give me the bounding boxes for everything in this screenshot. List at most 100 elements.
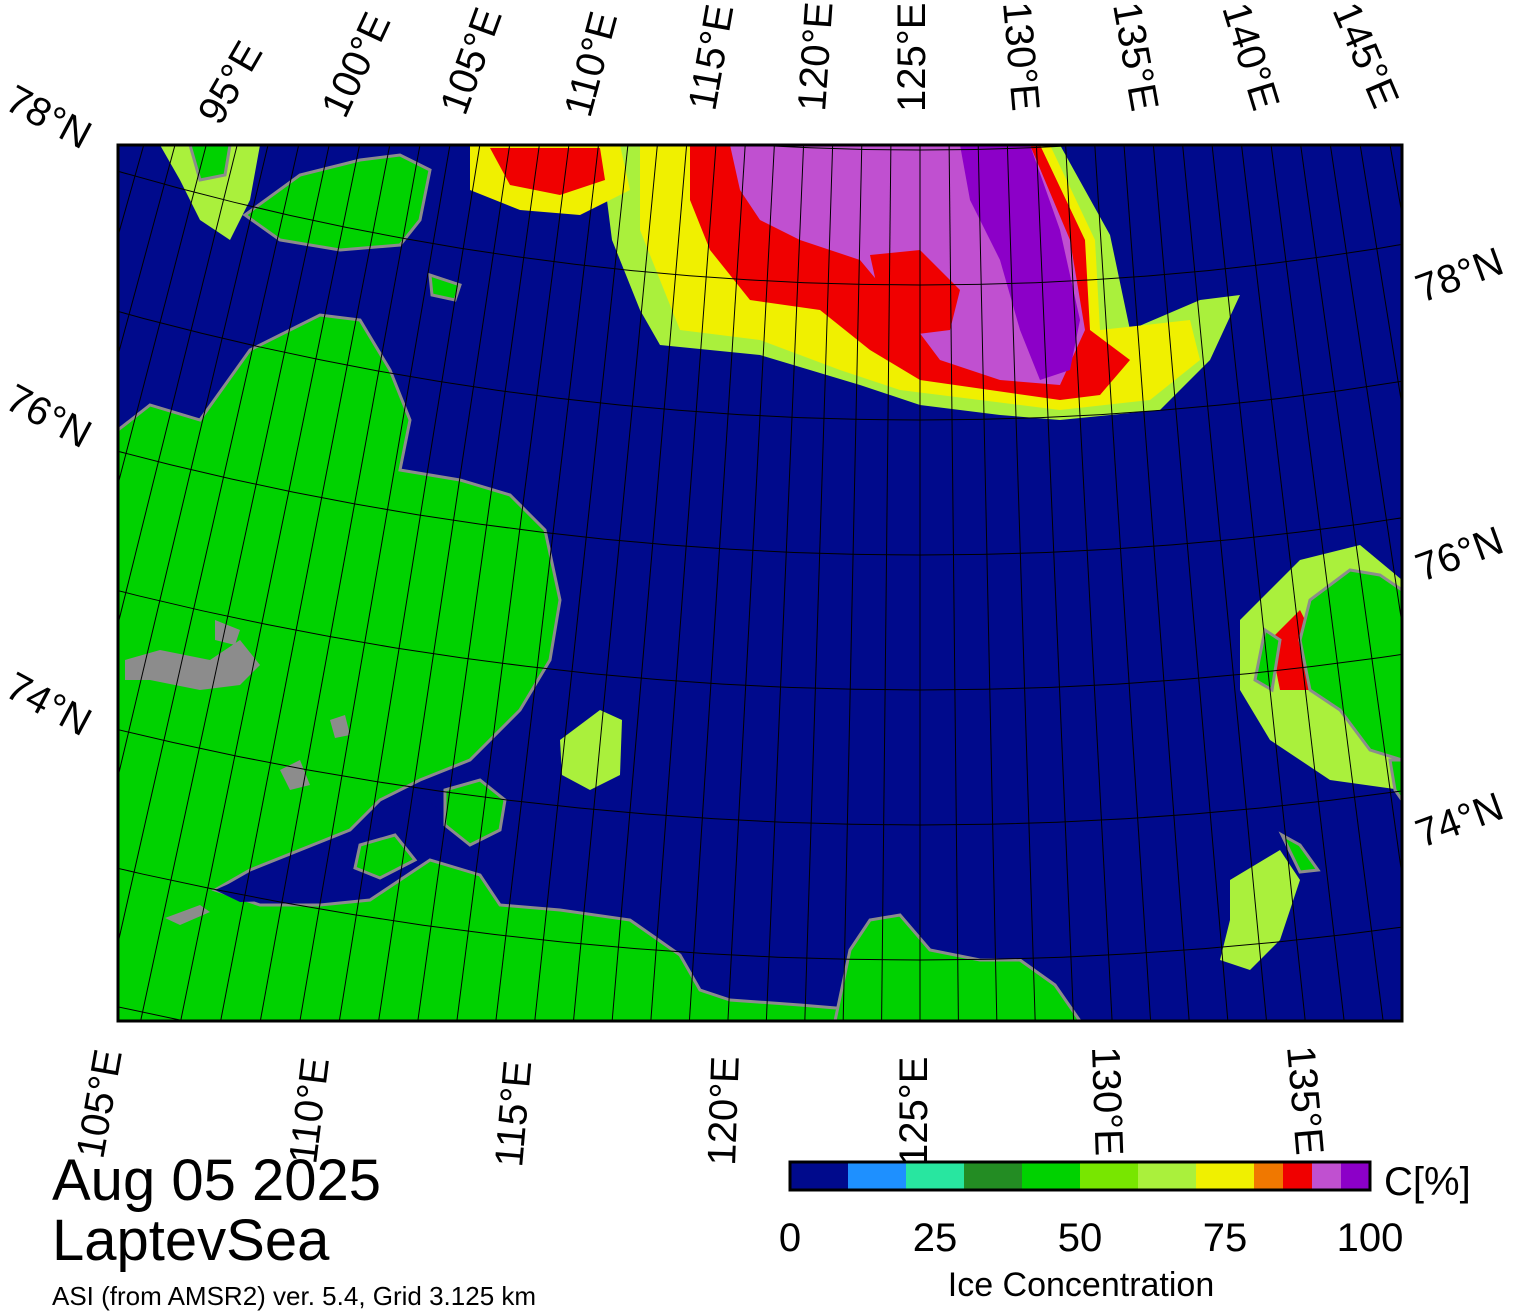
left-lat-label: 78°N — [0, 77, 98, 158]
meridian-line — [1182, 145, 1268, 1021]
top-lon-label: 110°E — [556, 7, 626, 121]
meridian-line — [417, 145, 540, 1021]
top-lon-label: 130°E — [994, 0, 1047, 113]
meridian-line — [118, 145, 238, 627]
meridian-line — [456, 145, 570, 1021]
latitude-line — [118, 170, 1402, 286]
colorbar-bin — [1080, 1162, 1139, 1190]
latitude-line — [118, 729, 1402, 826]
top-lon-label: 120°E — [790, 0, 842, 112]
latitude-line — [118, 450, 1402, 556]
legend-tick-label: 50 — [1057, 1216, 1103, 1260]
meridian-line — [118, 145, 207, 487]
date-label: Aug 05 2025 — [52, 1148, 381, 1213]
meridian-line — [1241, 145, 1345, 1021]
meridian-line — [118, 145, 300, 946]
top-lon-label: 95°E — [190, 34, 272, 131]
legend-tick-label: 100 — [1336, 1216, 1404, 1260]
left-lat-label: 74°N — [0, 664, 98, 745]
top-lon-label: 135°E — [1104, 0, 1166, 114]
colorbar-bin — [1138, 1162, 1197, 1190]
meridian-line — [0, 0, 38, 984]
meridian-line — [572, 145, 658, 1021]
legend-tick-label: 75 — [1202, 1216, 1248, 1260]
top-lon-label: 100°E — [313, 6, 399, 124]
colorbar-bin — [906, 1162, 965, 1190]
colorbar-bin — [1022, 1162, 1081, 1190]
meridian-line — [495, 145, 599, 1021]
ice-concentration-zone — [160, 145, 260, 240]
meridian-line — [804, 145, 834, 1021]
bottom-lon-label: 115°E — [487, 1059, 540, 1169]
top-lon-label: 145°E — [1324, 0, 1407, 114]
meridian-line — [1505, 0, 1525, 1106]
meridian-line — [220, 145, 391, 1021]
product-label: ASI (from AMSR2) ver. 5.4, Grid 3.125 km — [52, 1281, 537, 1311]
meridian-line — [0, 0, 12, 970]
latitude-line — [118, 590, 1402, 691]
ice-concentration-zone — [960, 145, 1080, 380]
meridian-line — [977, 145, 998, 1021]
colorbar-bin — [1196, 1162, 1255, 1190]
map-body — [0, 0, 1525, 1106]
meridian-line — [1359, 145, 1402, 409]
meridian-line — [0, 0, 65, 997]
colorbar-bin — [790, 1162, 849, 1190]
meridian-line — [118, 145, 269, 779]
ice-concentration-zone — [560, 710, 622, 790]
ice-concentration-zone — [490, 148, 605, 195]
bottom-lon-label: 105°E — [69, 1046, 131, 1161]
meridian-line — [1094, 145, 1152, 1021]
region-label: LaptevSea — [52, 1208, 330, 1273]
right-lat-label: 76°N — [1410, 519, 1509, 591]
meridian-line — [1123, 145, 1190, 1021]
meridian-line — [611, 145, 688, 1021]
meridian-line — [881, 145, 892, 1021]
meridian-line — [727, 145, 775, 1021]
meridian-line — [765, 145, 805, 1021]
legend-tick-label: 25 — [912, 1216, 958, 1260]
top-lon-label: 105°E — [432, 2, 511, 120]
left-lat-label: 76°N — [0, 376, 98, 457]
latitude-line — [118, 867, 1402, 961]
meridian-line — [1270, 145, 1384, 1021]
meridian-line — [948, 145, 959, 1021]
top-lon-label: 125°E — [890, 3, 934, 112]
colorbar-bin — [1312, 1162, 1342, 1190]
colorbar-bin — [1341, 1162, 1371, 1190]
meridian-line — [534, 145, 629, 1021]
colorbar-bin — [1254, 1162, 1284, 1190]
legend-title: Ice Concentration — [947, 1266, 1215, 1304]
meridian-line — [378, 145, 511, 1021]
bottom-lon-label: 120°E — [700, 1055, 748, 1166]
colorbar-bin — [1283, 1162, 1313, 1190]
meridian-line — [1065, 145, 1113, 1021]
colorbar-bin — [964, 1162, 1023, 1190]
right-lat-label: 78°N — [1410, 240, 1509, 312]
meridian-line — [842, 145, 863, 1021]
meridian-line — [338, 145, 481, 1021]
ice-concentration-zone — [1220, 850, 1300, 970]
ice-concentration-zone — [870, 250, 960, 335]
meridian-line — [0, 0, 118, 1022]
bottom-lon-label: 135°E — [1278, 1044, 1331, 1157]
meridian-line — [140, 145, 330, 1021]
coast-mask-patches — [125, 620, 350, 925]
bottom-lon-label: 130°E — [1083, 1046, 1131, 1157]
legend-unit: C[%] — [1384, 1160, 1471, 1204]
colorbar — [790, 1162, 1371, 1190]
top-lon-label: 140°E — [1213, 0, 1287, 115]
meridian-line — [1035, 145, 1075, 1021]
meridian-line — [1006, 145, 1036, 1021]
latitude-line — [118, 310, 1402, 421]
latitude-line — [746, 145, 1094, 151]
meridian-line — [1300, 145, 1402, 880]
colorbar-bin — [848, 1162, 907, 1190]
map-frame — [116, 143, 1404, 1023]
right-lat-label: 74°N — [1410, 785, 1509, 857]
meridian-line — [688, 145, 746, 1021]
meridian-line — [1389, 145, 1402, 218]
meridian-line — [1329, 145, 1402, 628]
meridian-line — [259, 145, 421, 1021]
